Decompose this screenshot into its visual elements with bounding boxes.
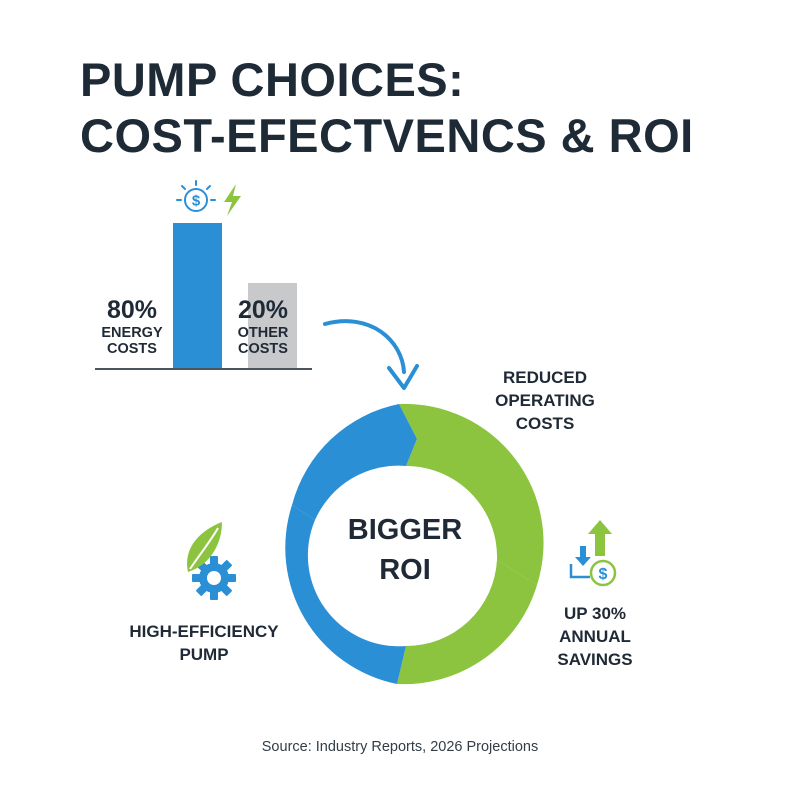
ring-segment-savings — [397, 560, 537, 685]
other-cost-line-1: OTHER — [237, 324, 289, 341]
svg-text:$: $ — [192, 193, 201, 210]
svg-text:$: $ — [599, 566, 608, 583]
title-line-1: PUMP CHOICES: — [80, 53, 465, 106]
energy-cost-line-1: ENERGY — [101, 324, 163, 341]
source-note: Source: Industry Reports, 2026 Projectio… — [261, 739, 539, 755]
center-line-2: ROI — [379, 554, 431, 586]
high-efficiency-pump-label: HIGH-EFFICIENCY PUMP — [108, 620, 300, 666]
roi-cycle-ring — [285, 403, 544, 685]
dollar-coin-icon: $ — [176, 180, 216, 212]
energy-cost-label: 80% ENERGY COSTS — [92, 296, 172, 358]
ring-segment-return — [292, 404, 417, 520]
energy-cost-line-2: COSTS — [107, 341, 157, 358]
other-cost-line-2: COSTS — [238, 341, 288, 358]
savings-line-1: UP 30% — [563, 604, 627, 623]
flow-arrow-icon — [323, 319, 419, 390]
energy-cost-percent: 80% — [106, 296, 158, 324]
other-cost-label: 20% OTHER COSTS — [226, 296, 300, 358]
ring-segment-reduced-costs — [399, 403, 544, 585]
reduced-line-2: OPERATING — [495, 391, 595, 410]
reduced-operating-costs-label: REDUCED OPERATING COSTS — [470, 366, 620, 435]
center-line-1: BIGGER — [347, 514, 463, 546]
annual-savings-label: UP 30% ANNUAL SAVINGS — [540, 602, 650, 671]
leaf-gear-icon — [187, 522, 236, 600]
reduced-line-1: REDUCED — [502, 368, 588, 387]
bigger-roi-center: BIGGER ROI — [300, 510, 510, 590]
down-up-dollar-icon: $ — [569, 520, 617, 587]
title-line-2: COST-EFECTVENCS & ROI — [80, 109, 694, 162]
page-title: PUMP CHOICES: COST-EFECTVENCS & ROI — [80, 52, 760, 164]
energy-cost-bar — [173, 223, 222, 368]
reduced-line-3: COSTS — [515, 414, 575, 433]
other-cost-bar — [248, 283, 297, 368]
other-cost-percent: 20% — [237, 296, 289, 324]
savings-line-2: ANNUAL — [559, 627, 631, 646]
cost-bar-chart — [95, 223, 312, 370]
lightning-icon — [224, 184, 241, 216]
pump-line-1: HIGH-EFFICIENCY — [129, 622, 279, 641]
savings-line-3: SAVINGS — [557, 650, 633, 669]
pump-line-2: PUMP — [179, 645, 229, 664]
ring-segment-pump — [285, 505, 406, 684]
